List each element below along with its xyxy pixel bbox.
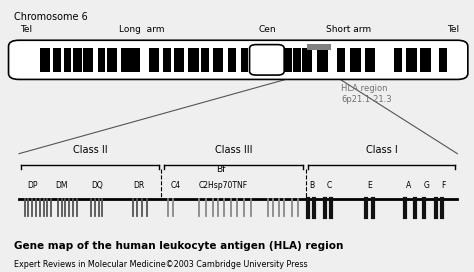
Bar (98, 48, 105, 72)
Text: Long  arm: Long arm (119, 25, 165, 34)
Text: DP: DP (27, 181, 37, 190)
FancyBboxPatch shape (9, 40, 468, 79)
Bar (241, 48, 248, 72)
Text: Gene map of the human leukocyte antigen (HLA) region: Gene map of the human leukocyte antigen … (14, 241, 344, 251)
Text: Cen: Cen (259, 25, 277, 34)
Bar (149, 48, 159, 72)
Bar (201, 48, 209, 72)
Bar (317, 48, 328, 72)
Text: Class III: Class III (215, 145, 252, 155)
Text: HLA region
6p21.1-21.3: HLA region 6p21.1-21.3 (341, 84, 392, 104)
Bar (213, 48, 223, 72)
Text: A: A (406, 181, 411, 190)
Bar (121, 48, 129, 72)
Bar (420, 48, 431, 72)
Text: Chromosome 6: Chromosome 6 (14, 12, 88, 22)
Bar (302, 48, 312, 72)
Bar (307, 44, 331, 50)
Text: C2Hsp70TNF: C2Hsp70TNF (198, 181, 247, 190)
FancyBboxPatch shape (249, 45, 284, 75)
Text: F: F (441, 181, 446, 190)
Bar (283, 48, 292, 72)
Bar (337, 48, 345, 72)
Bar (394, 48, 402, 72)
Bar (350, 48, 361, 72)
Text: DR: DR (133, 181, 145, 190)
Text: B: B (310, 181, 314, 190)
Bar (365, 48, 375, 72)
Bar (83, 48, 93, 72)
Bar (53, 48, 61, 72)
Bar (228, 48, 236, 72)
Bar (188, 48, 199, 72)
Text: Short arm: Short arm (326, 25, 371, 34)
Text: Expert Reviews in Molecular Medicine©2003 Cambridge University Press: Expert Reviews in Molecular Medicine©200… (14, 260, 308, 269)
Bar (107, 48, 117, 72)
Bar (406, 48, 417, 72)
Text: G: G (424, 181, 429, 190)
Text: Tel: Tel (20, 25, 32, 34)
Bar (439, 48, 447, 72)
Text: Class I: Class I (366, 145, 397, 155)
Bar (40, 48, 50, 72)
Bar (293, 48, 301, 72)
Bar (163, 48, 171, 72)
Text: C: C (327, 181, 332, 190)
Text: Bf: Bf (216, 165, 225, 174)
Text: C4: C4 (170, 181, 181, 190)
Bar (129, 48, 140, 72)
Bar (174, 48, 184, 72)
Text: DM: DM (55, 181, 68, 190)
Bar (73, 48, 82, 72)
Text: E: E (367, 181, 372, 190)
Text: Tel: Tel (447, 25, 459, 34)
Bar (64, 48, 71, 72)
Text: DQ: DQ (91, 181, 103, 190)
Text: Class II: Class II (73, 145, 108, 155)
